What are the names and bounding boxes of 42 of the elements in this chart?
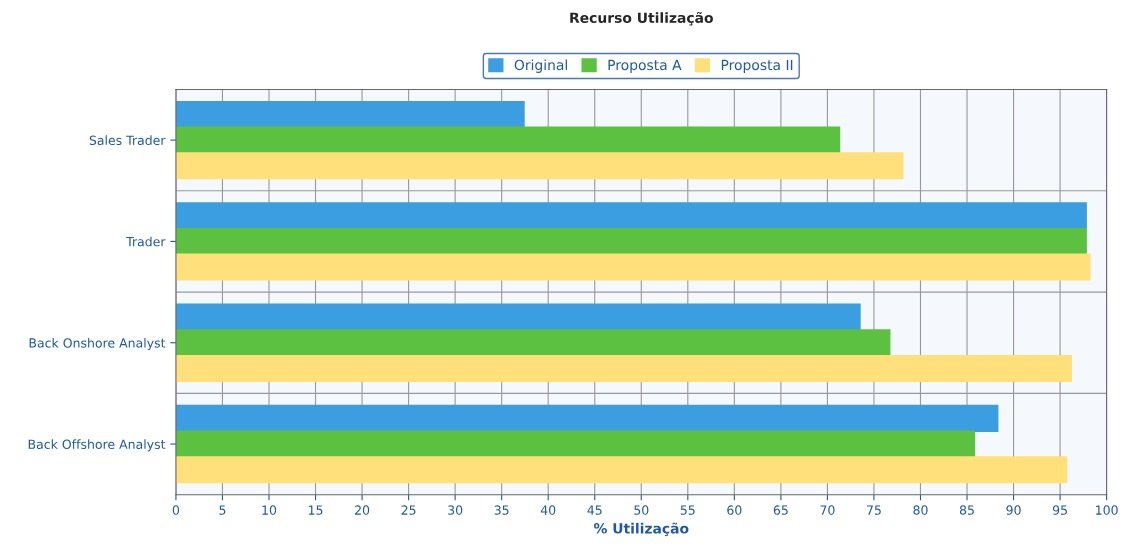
bar: [175, 329, 891, 357]
x-tick-label: 25: [401, 505, 416, 515]
x-tick-label: 45: [587, 505, 602, 515]
bar: [175, 227, 1087, 255]
x-tick-label: 55: [680, 505, 695, 515]
x-tick-label: 75: [867, 505, 881, 515]
x-tick-label: 50: [634, 505, 649, 515]
y-tick-label: Trader: [126, 236, 166, 247]
x-tick-label: 20: [355, 505, 370, 515]
bar: [175, 126, 841, 154]
bar: [175, 100, 525, 128]
x-tick-label: 65: [773, 505, 788, 515]
x-tick-label: 0: [172, 505, 180, 515]
x-tick-label: 100: [1096, 505, 1118, 515]
bar: [175, 456, 1068, 484]
bar: [175, 253, 1091, 281]
x-tick-label: 80: [913, 505, 928, 515]
bar: [175, 202, 1087, 230]
y-tick-label: Back Offshore Analyst: [28, 439, 166, 452]
bar: [175, 303, 861, 331]
legend-label: Original: [514, 59, 567, 73]
x-tick-label: 10: [262, 505, 277, 515]
x-tick-label: 35: [494, 505, 509, 515]
x-tick-label: 15: [308, 505, 323, 515]
x-tick-label: 90: [1006, 505, 1021, 515]
bar: [175, 152, 904, 180]
y-tick-label: Sales Trader: [89, 135, 166, 146]
bar: [175, 404, 999, 432]
x-tick-label: 40: [540, 505, 556, 515]
chart-title: Recurso Utilização: [570, 11, 713, 26]
legend-label: Proposta II: [721, 59, 793, 73]
x-tick-label: 30: [448, 505, 463, 515]
x-axis-title: % Utilização: [593, 522, 689, 537]
legend-label: Proposta A: [608, 59, 682, 73]
x-tick-label: 60: [727, 505, 742, 515]
x-tick-label: 95: [1052, 505, 1067, 515]
y-tick-label: Back Onshore Analyst: [29, 337, 166, 351]
bar: [175, 354, 1072, 382]
x-tick-label: 85: [959, 505, 974, 515]
x-tick-label: 70: [820, 505, 835, 515]
x-tick-label: 5: [219, 505, 226, 515]
bar: [175, 430, 976, 458]
